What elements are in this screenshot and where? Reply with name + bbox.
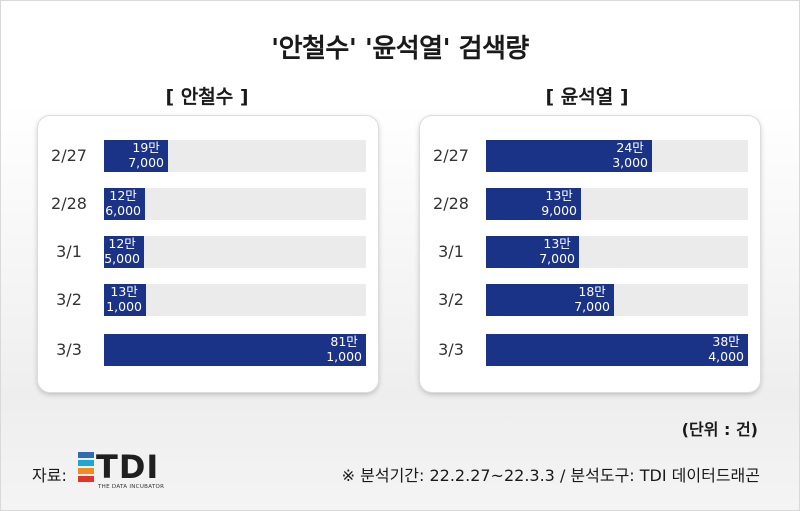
bar-value-line: 19만: [132, 140, 160, 155]
bar-value-line: 24만: [616, 140, 644, 155]
bar-value-label: 12만 6,000: [105, 188, 141, 218]
category-label: 2/28: [433, 194, 469, 213]
bar-track: 13만 9,000: [486, 188, 748, 220]
logo-stripe: [78, 468, 94, 474]
chart-panel-yoon: 2/27 24만 3,000 2/28 13만 9,000 3/1 13만 7,000 3/2 18…: [420, 116, 760, 392]
bar-value-label: 13만 9,000: [541, 188, 577, 218]
bar-value-label: 12만 5,000: [104, 236, 140, 266]
tdi-logo-mark: [78, 452, 94, 484]
category-label: 2/27: [433, 146, 469, 165]
bar-value-line: 9,000: [541, 202, 577, 218]
tdi-logo: TDI THE DATA INCUBATOR: [78, 448, 168, 492]
bar-track: 18만 7,000: [486, 284, 748, 316]
bar-value-line: 3,000: [612, 154, 648, 170]
bar: 38만 4,000: [486, 334, 748, 366]
bar-track: 19만 7,000: [104, 140, 366, 172]
category-label: 2/28: [51, 194, 87, 213]
unit-label: (단위 : 건): [681, 420, 758, 439]
bar: 12만 5,000: [104, 236, 144, 268]
bar-value-label: 24만 3,000: [612, 140, 648, 170]
category-label: 3/3: [438, 340, 464, 359]
bar-track: 12만 5,000: [104, 236, 366, 268]
category-label: 2/27: [51, 146, 87, 165]
chart-panel-ahn: 2/27 19만 7,000 2/28 12만 6,000 3/1 12만 5,000 3/2 13…: [38, 116, 378, 392]
bar-value-line: 13만: [543, 236, 571, 251]
tdi-logo-text: TDI: [96, 448, 160, 486]
bar-value-label: 18만 7,000: [574, 284, 610, 314]
analysis-note: ※ 분석기간: 22.2.27~22.3.3 / 분석도구: TDI 데이터드래…: [341, 466, 760, 485]
bar-value-line: 18만: [578, 284, 606, 299]
bar-value-label: 38만 4,000: [708, 334, 744, 364]
bar: 19만 7,000: [104, 140, 168, 172]
category-label: 3/3: [56, 340, 82, 359]
bar-value-label: 13만 1,000: [106, 284, 142, 314]
bar: 13만 7,000: [486, 236, 579, 268]
logo-stripe: [78, 476, 94, 482]
bar-value-line: 7,000: [574, 298, 610, 314]
category-label: 3/2: [438, 290, 464, 309]
bar-track: 12만 6,000: [104, 188, 366, 220]
bar-value-line: 7,000: [539, 250, 575, 266]
logo-stripe: [78, 460, 94, 466]
category-label: 3/2: [56, 290, 82, 309]
bar-value-label: 81만 1,000: [326, 334, 362, 364]
bar-track: 13만 1,000: [104, 284, 366, 316]
bar-value-label: 19만 7,000: [128, 140, 164, 170]
source-label: 자료:: [32, 466, 67, 485]
bar: 13만 9,000: [486, 188, 581, 220]
bar-value-label: 13만 7,000: [539, 236, 575, 266]
bar: 18만 7,000: [486, 284, 614, 316]
panel-title-ahn: [ 안철수 ]: [165, 86, 249, 108]
bar: 12만 6,000: [104, 188, 145, 220]
panel-title-yoon: [ 윤석열 ]: [545, 86, 629, 108]
bar-track: 81만 1,000: [104, 334, 366, 366]
category-label: 3/1: [56, 242, 82, 261]
bar: 81만 1,000: [104, 334, 366, 366]
bar-value-line: 13만: [545, 188, 573, 203]
bar-value-line: 7,000: [128, 154, 164, 170]
chart-title: '안철수' '윤석열' 검색량: [271, 34, 529, 64]
bar-track: 38만 4,000: [486, 334, 748, 366]
bar-value-line: 1,000: [326, 348, 362, 364]
bar-value-line: 13만: [110, 284, 138, 299]
bar-value-line: 5,000: [104, 250, 140, 266]
bar: 13만 1,000: [104, 284, 146, 316]
bar-value-line: 12만: [108, 236, 136, 251]
bar-value-line: 38만: [712, 334, 740, 349]
category-label: 3/1: [438, 242, 464, 261]
bar-value-line: 6,000: [105, 202, 141, 218]
bar-value-line: 81만: [330, 334, 358, 349]
bar-track: 13만 7,000: [486, 236, 748, 268]
bar-value-line: 1,000: [106, 298, 142, 314]
bar-track: 24만 3,000: [486, 140, 748, 172]
bar-value-line: 12만: [109, 188, 137, 203]
bar-value-line: 4,000: [708, 348, 744, 364]
tdi-logo-subtitle: THE DATA INCUBATOR: [98, 484, 165, 490]
logo-stripe: [78, 452, 94, 458]
bar: 24만 3,000: [486, 140, 652, 172]
